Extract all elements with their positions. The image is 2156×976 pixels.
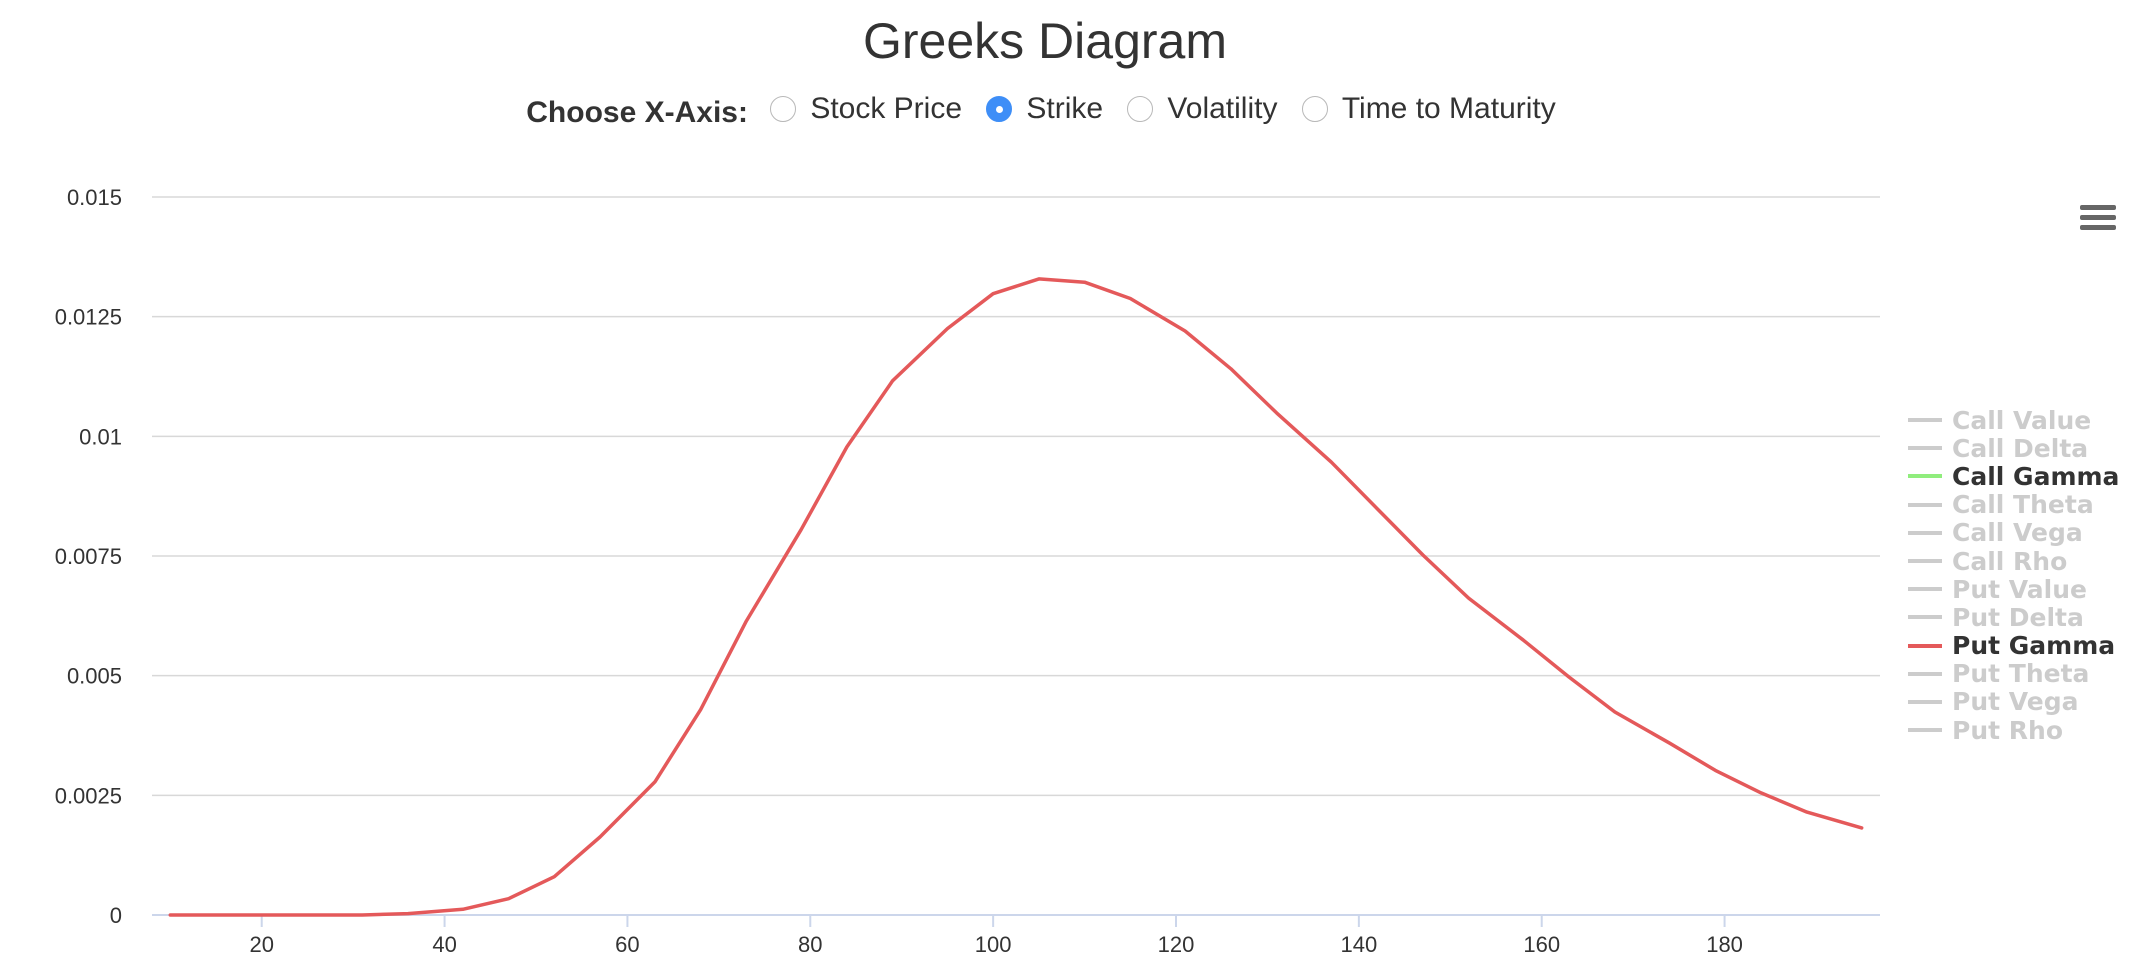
x-axis-selector-label: Choose X-Axis: — [526, 96, 748, 129]
legend-item-call-vega[interactable]: Call Vega — [1908, 518, 2119, 548]
radio-label-volatility: Volatility — [1167, 92, 1278, 125]
x-tick-label: 20 — [249, 932, 273, 957]
legend-swatch-put-value — [1908, 587, 1942, 592]
legend-item-put-gamma[interactable]: Put Gamma — [1908, 631, 2119, 661]
legend-label-put-value: Put Value — [1952, 574, 2087, 604]
legend-label-call-value: Call Value — [1952, 405, 2092, 435]
axes: 0 0.0025 0.005 0.0075 0.01 0.0125 0.015 20 40 60 8… — [55, 185, 1880, 957]
legend-swatch-call-gamma — [1908, 474, 1942, 479]
legend-label-call-delta: Call Delta — [1952, 433, 2089, 463]
radio-button-time-to-maturity[interactable] — [1301, 96, 1328, 122]
radio-label-time-to-maturity: Time to Maturity — [1341, 92, 1556, 125]
x-tick-label: 140 — [1340, 932, 1377, 957]
legend-swatch-call-delta — [1908, 446, 1942, 451]
x-axis-selector: Choose X-Axis: Stock Price Strike Volati… — [0, 92, 2090, 130]
series-layer — [168, 277, 1864, 917]
chart-title: Greeks Diagram — [863, 13, 1227, 69]
hamburger-icon[interactable] — [2080, 205, 2116, 233]
legend-swatch-put-theta — [1908, 671, 1942, 676]
legend-swatch-call-vega — [1908, 530, 1942, 535]
legend-swatch-call-value — [1908, 418, 1942, 423]
legend-item-put-theta[interactable]: Put Theta — [1908, 659, 2119, 689]
y-tick-label: 0.0025 — [55, 783, 122, 808]
chart-legend: Call Value Call Delta Call Gamma Call Theta… — [1908, 405, 2120, 745]
radio-time-to-maturity[interactable]: Time to Maturity — [1301, 92, 1556, 126]
legend-label-put-theta: Put Theta — [1952, 659, 2090, 689]
legend-label-call-vega: Call Vega — [1952, 518, 2083, 548]
legend-swatch-put-delta — [1908, 615, 1942, 620]
y-tick-label: 0.015 — [67, 185, 122, 210]
legend-label-put-rho: Put Rho — [1952, 715, 2063, 745]
y-tick-label: 0.01 — [79, 424, 122, 449]
x-tick-label: 180 — [1706, 932, 1743, 957]
y-tick-label: 0.0125 — [55, 305, 122, 330]
legend-label-call-theta: Call Theta — [1952, 490, 2094, 520]
radio-stock-price[interactable]: Stock Price — [770, 92, 962, 126]
radio-button-strike[interactable] — [986, 96, 1013, 122]
legend-item-call-value[interactable]: Call Value — [1908, 405, 2119, 435]
legend-swatch-put-rho — [1908, 728, 1942, 733]
legend-item-call-delta[interactable]: Call Delta — [1908, 433, 2119, 463]
legend-label-put-delta: Put Delta — [1952, 602, 2084, 632]
legend-item-put-delta[interactable]: Put Delta — [1908, 602, 2119, 632]
legend-item-put-vega[interactable]: Put Vega — [1908, 687, 2119, 717]
legend-swatch-put-vega — [1908, 699, 1942, 704]
radio-volatility[interactable]: Volatility — [1127, 92, 1277, 126]
legend-item-call-rho[interactable]: Call Rho — [1908, 546, 2119, 576]
legend-label-put-vega: Put Vega — [1952, 687, 2079, 717]
x-tick-label: 120 — [1158, 932, 1195, 957]
series-line-put-gamma — [168, 277, 1864, 917]
legend-item-call-theta[interactable]: Call Theta — [1908, 490, 2119, 520]
radio-strike[interactable]: Strike — [986, 92, 1103, 126]
y-tick-label: 0 — [110, 903, 122, 928]
x-tick-label: 160 — [1523, 932, 1560, 957]
radio-button-stock-price[interactable] — [770, 96, 797, 122]
legend-swatch-call-theta — [1908, 502, 1942, 507]
grid-lines — [152, 196, 1880, 797]
x-tick-label: 80 — [798, 932, 822, 957]
legend-item-call-gamma[interactable]: Call Gamma — [1908, 461, 2120, 491]
radio-label-strike: Strike — [1026, 92, 1104, 125]
x-tick-label: 60 — [615, 932, 639, 957]
legend-item-put-rho[interactable]: Put Rho — [1908, 715, 2119, 745]
radio-label-stock-price: Stock Price — [810, 92, 963, 125]
y-tick-label: 0.0075 — [55, 544, 122, 569]
legend-label-call-gamma: Call Gamma — [1952, 461, 2120, 491]
legend-item-put-value[interactable]: Put Value — [1908, 574, 2119, 604]
radio-button-volatility[interactable] — [1127, 96, 1154, 122]
x-tick-label: 100 — [975, 932, 1012, 957]
legend-label-call-rho: Call Rho — [1952, 546, 2068, 576]
legend-swatch-call-rho — [1908, 559, 1942, 564]
legend-swatch-put-gamma — [1908, 643, 1942, 648]
legend-label-put-gamma: Put Gamma — [1952, 631, 2116, 661]
x-tick-label: 40 — [432, 932, 456, 957]
y-tick-label: 0.005 — [67, 664, 122, 689]
